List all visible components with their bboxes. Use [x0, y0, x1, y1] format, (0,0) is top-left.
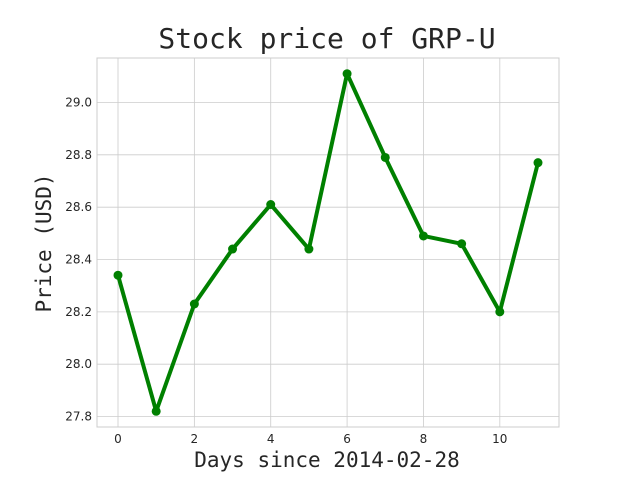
data-point: [342, 69, 352, 79]
y-axis-label: Price (USD): [32, 173, 56, 312]
data-point: [418, 231, 428, 241]
x-tick-label: 10: [492, 432, 507, 446]
x-tick-label: 2: [191, 432, 199, 446]
x-tick-label: 4: [267, 432, 275, 446]
y-tick-label: 28.0: [65, 357, 92, 371]
x-tick-label: 8: [420, 432, 428, 446]
y-tick-label: 28.6: [65, 200, 92, 214]
y-tick-label: 28.2: [65, 305, 92, 319]
y-tick-label: 27.8: [65, 410, 92, 424]
data-point: [457, 239, 467, 249]
data-point: [113, 270, 123, 280]
data-point: [304, 244, 314, 254]
chart-title: Stock price of GRP-U: [158, 22, 495, 55]
y-tick-label: 28.8: [65, 148, 92, 162]
series-line: [116, 71, 540, 414]
data-point: [228, 244, 238, 254]
y-tick-label: 29.0: [65, 95, 92, 109]
axis-ticks: 0 2 4 6 8 10 27.8 28.0 28.2 28.4 28.6 28.8 29.0: [65, 95, 507, 446]
data-point: [151, 406, 161, 416]
price-series: [113, 69, 543, 416]
grid: [96, 57, 560, 428]
y-tick-label: 28.4: [65, 253, 92, 267]
x-axis-label: Days since 2014-02-28: [194, 448, 460, 472]
data-point: [533, 158, 543, 168]
data-point: [380, 152, 390, 162]
plot-frame: [96, 57, 560, 428]
data-point: [189, 299, 199, 309]
data-point: [495, 307, 505, 317]
x-tick-label: 0: [114, 432, 122, 446]
data-point: [266, 200, 276, 210]
x-tick-label: 6: [343, 432, 351, 446]
